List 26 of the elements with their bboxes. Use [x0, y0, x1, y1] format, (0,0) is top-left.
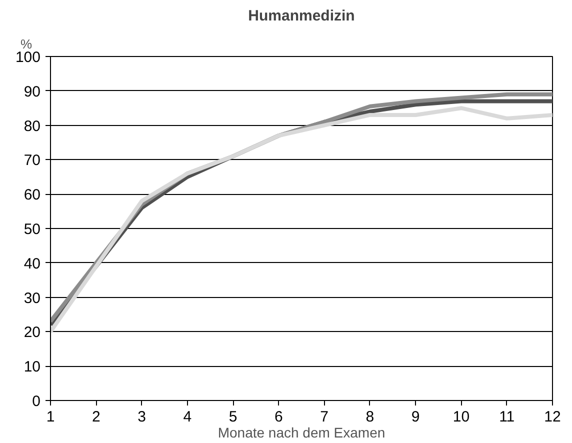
x-tick-label: 2 — [92, 408, 100, 426]
x-axis-title: Monate nach dem Examen — [218, 424, 386, 440]
x-tick-label: 11 — [499, 408, 515, 426]
y-axis-title: % — [20, 36, 32, 52]
y-tick-label: 80 — [24, 118, 41, 135]
y-tick-label: 10 — [24, 358, 41, 376]
x-tick-label: 8 — [366, 408, 374, 426]
y-tick-label: 0 — [32, 393, 40, 410]
y-tick-label: 70 — [24, 152, 41, 170]
x-tick-label: 9 — [411, 408, 420, 426]
x-tick-label: 6 — [274, 408, 283, 426]
x-tick-label: 1 — [46, 408, 55, 426]
x-tick-label: 7 — [320, 408, 328, 426]
y-tick-label: 30 — [24, 290, 41, 307]
x-tick-label: 12 — [544, 408, 561, 426]
y-tick-label: 50 — [24, 221, 41, 238]
x-tick-label: 10 — [452, 408, 470, 426]
y-tick-label: 20 — [24, 324, 41, 342]
y-tick-label: 60 — [24, 186, 41, 204]
x-tick-label: 3 — [138, 408, 146, 426]
y-tick-label: 40 — [24, 255, 41, 272]
x-tick-label: 5 — [228, 408, 238, 426]
y-tick-label: 100 — [15, 49, 41, 66]
chart-title: Humanmedizin — [248, 8, 355, 24]
x-tick-label: 4 — [183, 408, 192, 426]
y-tick-label: 90 — [24, 83, 41, 100]
